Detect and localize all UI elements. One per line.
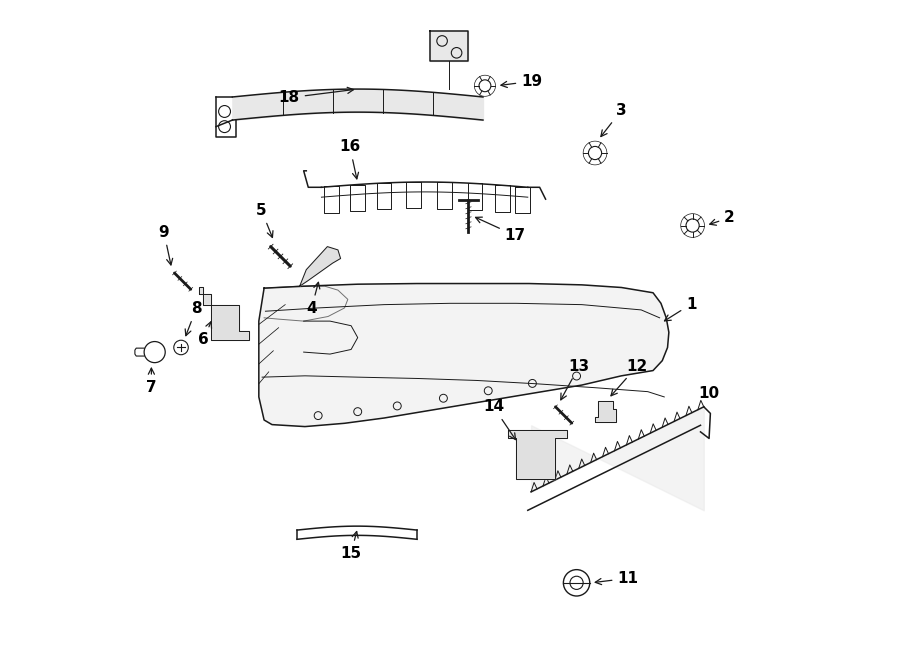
Text: 8: 8 xyxy=(185,301,202,336)
Text: 6: 6 xyxy=(198,322,212,347)
Polygon shape xyxy=(508,430,567,479)
Text: 1: 1 xyxy=(664,297,697,321)
Polygon shape xyxy=(430,31,469,61)
Polygon shape xyxy=(300,247,340,286)
Polygon shape xyxy=(200,287,249,340)
Text: 17: 17 xyxy=(475,217,526,243)
Text: 18: 18 xyxy=(279,87,354,105)
Text: 9: 9 xyxy=(158,224,173,265)
Text: 19: 19 xyxy=(501,73,543,89)
Text: 11: 11 xyxy=(595,571,638,586)
Text: 15: 15 xyxy=(340,532,362,561)
Text: 2: 2 xyxy=(710,211,735,225)
Text: 7: 7 xyxy=(146,368,157,395)
Text: 5: 5 xyxy=(256,203,273,238)
Text: 14: 14 xyxy=(483,399,516,440)
Text: 10: 10 xyxy=(698,386,719,401)
Polygon shape xyxy=(259,283,669,426)
Text: 4: 4 xyxy=(306,282,319,316)
Text: 12: 12 xyxy=(611,359,648,396)
Text: 3: 3 xyxy=(601,103,626,136)
Text: 13: 13 xyxy=(561,359,590,400)
Text: 16: 16 xyxy=(339,139,361,179)
Polygon shape xyxy=(595,401,616,422)
